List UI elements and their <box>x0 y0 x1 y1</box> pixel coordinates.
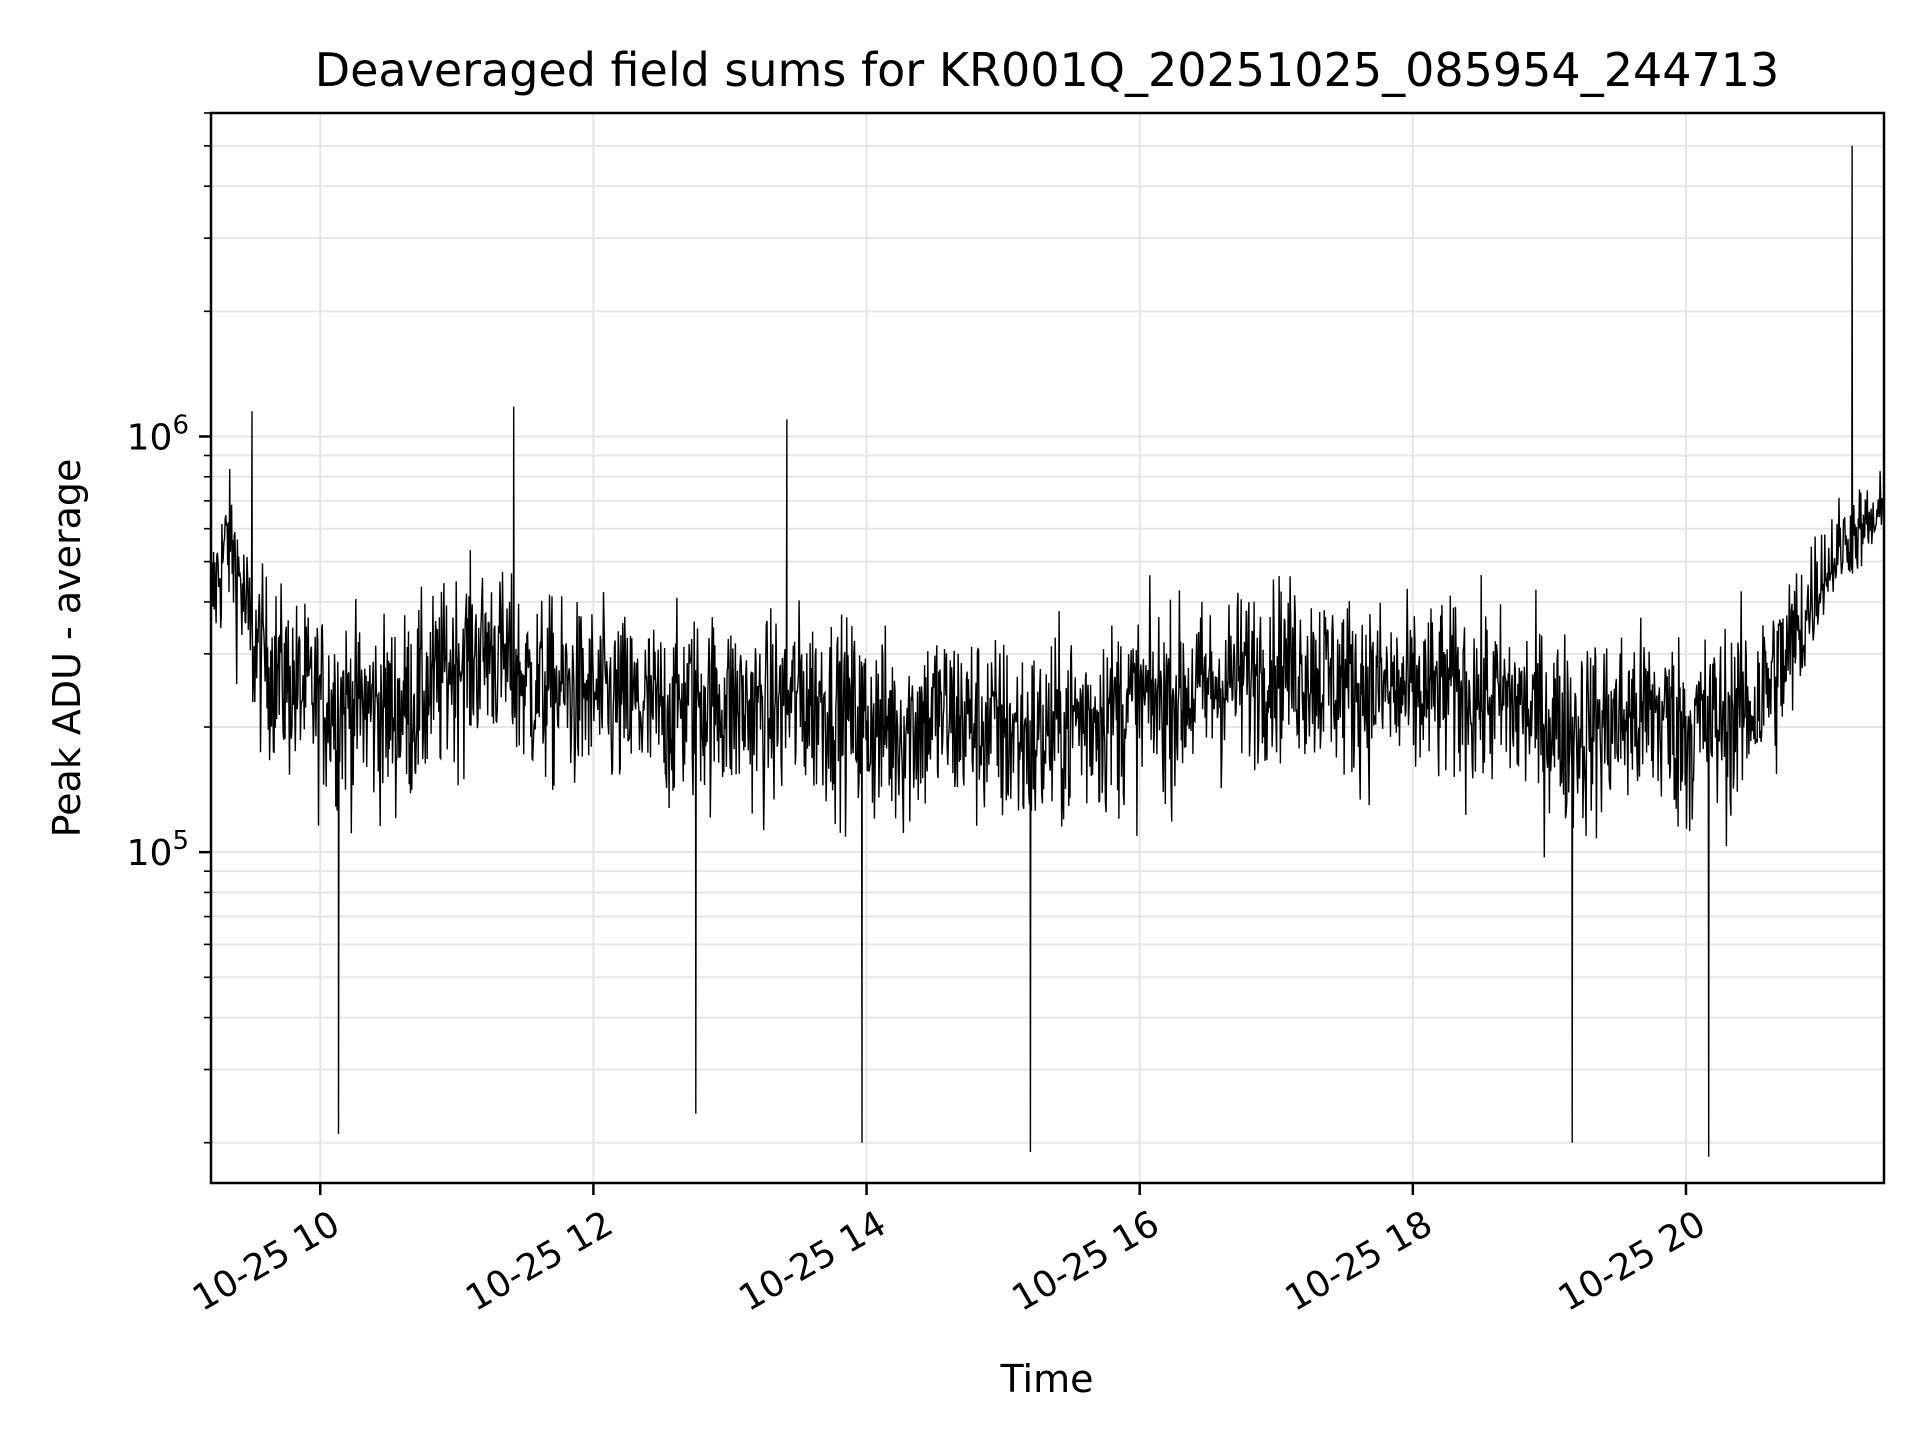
plot-frame <box>209 111 1886 1185</box>
x-tick-label: 10-25 12 <box>459 1203 620 1319</box>
series-layer <box>210 145 1885 1157</box>
x-tick-label: 10-25 10 <box>186 1203 347 1319</box>
y-tick-label: 106 <box>127 410 189 458</box>
tick-layer <box>199 112 1688 1195</box>
x-tick-label: 10-25 18 <box>1279 1203 1440 1319</box>
y-tick-label: 105 <box>127 826 189 874</box>
x-tick-label: 10-25 20 <box>1552 1203 1713 1319</box>
chart-title: Deaveraged field sums for KR001Q_2025102… <box>315 43 1780 97</box>
x-tick-label: 10-25 14 <box>732 1203 893 1319</box>
grid-layer <box>211 112 1884 1183</box>
x-tick-label: 10-25 16 <box>1006 1203 1167 1319</box>
y-axis-label: Peak ADU - average <box>45 459 89 838</box>
x-axis-label: Time <box>1000 1357 1094 1401</box>
series-line-0 <box>210 145 1885 1157</box>
